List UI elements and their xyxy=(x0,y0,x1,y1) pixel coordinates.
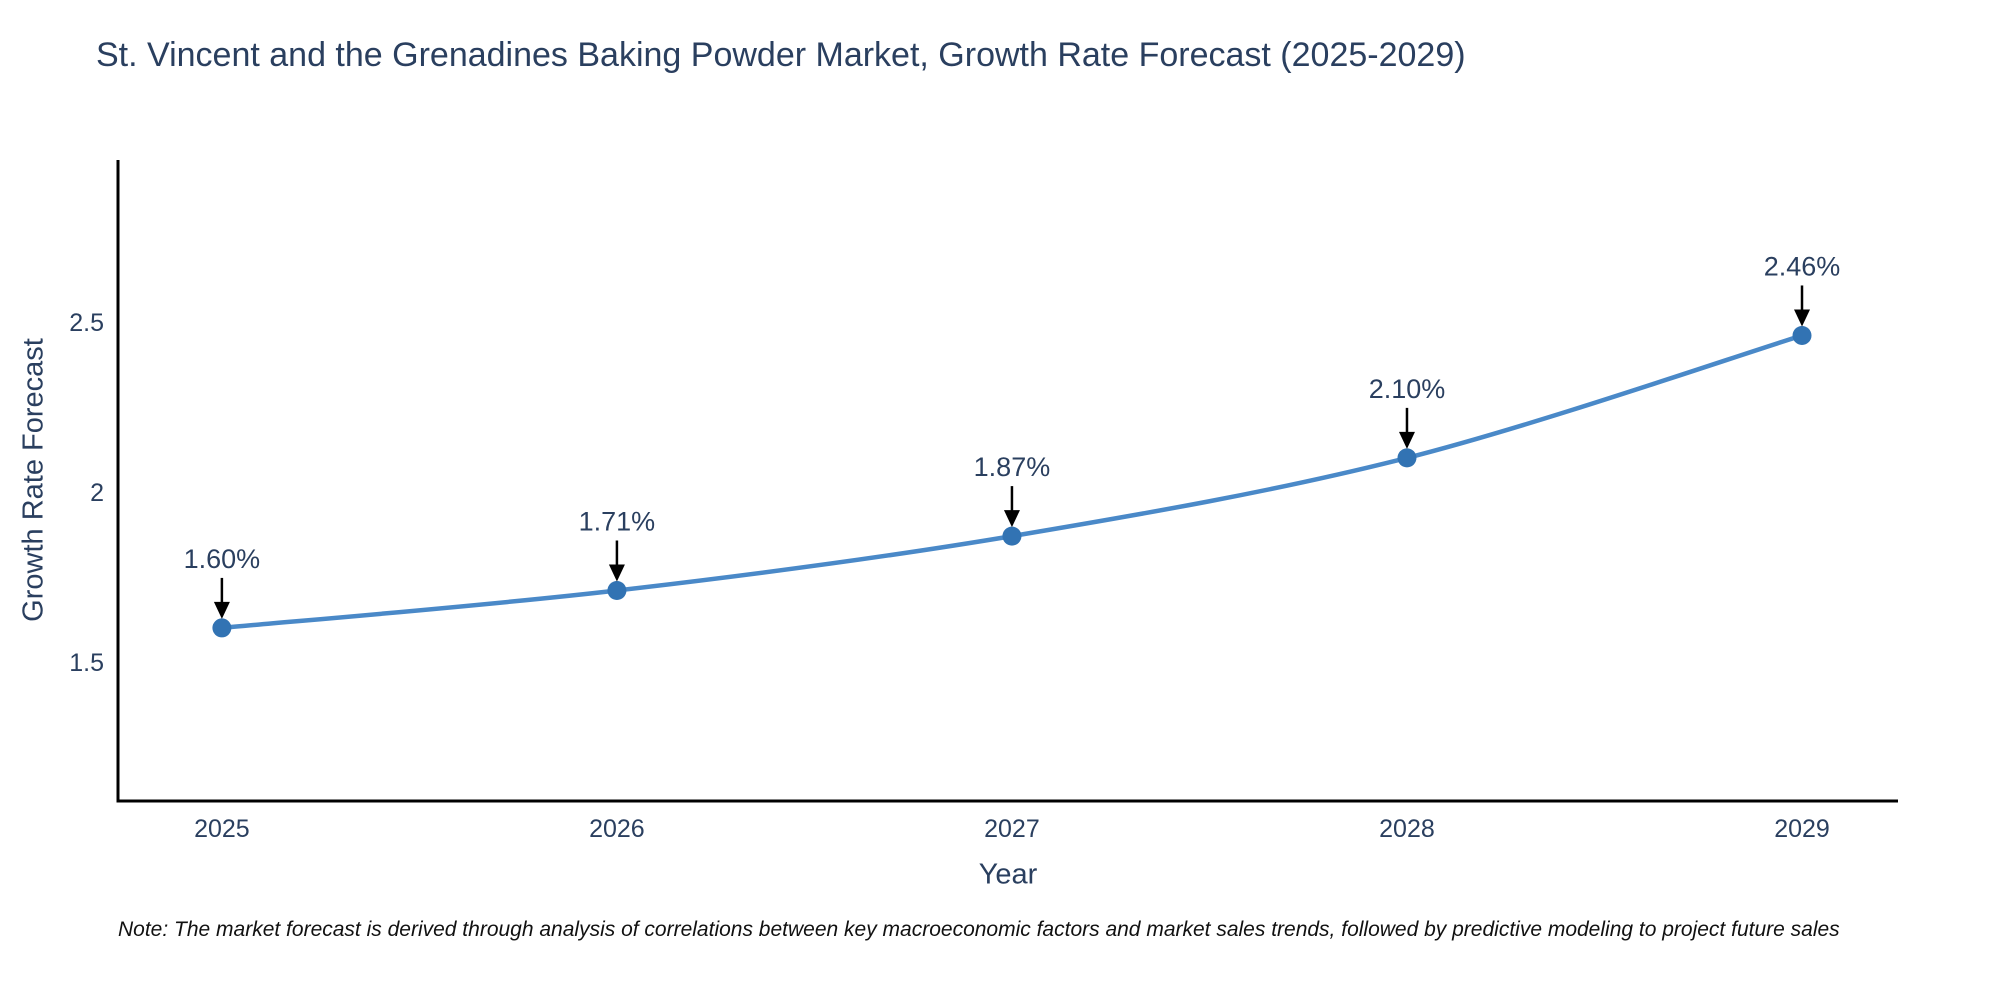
y-tick-label: 2.5 xyxy=(69,309,104,337)
annotation-arrowhead xyxy=(608,564,625,582)
x-tick-label: 2025 xyxy=(194,815,250,843)
annotation-arrowhead xyxy=(213,601,230,619)
x-axis-title: Year xyxy=(978,858,1038,891)
data-point-marker xyxy=(1792,325,1812,345)
annotation-label: 2.46% xyxy=(1764,251,1841,281)
annotation-label: 1.71% xyxy=(579,507,656,537)
y-tick-label: 1.5 xyxy=(69,649,104,677)
data-point-marker xyxy=(212,618,232,638)
annotation-arrowhead xyxy=(1398,431,1415,449)
data-point-marker xyxy=(1002,526,1022,546)
x-tick-label: 2027 xyxy=(984,815,1040,843)
annotation-label: 1.87% xyxy=(974,452,1051,482)
footnote: Note: The market forecast is derived thr… xyxy=(118,918,1840,941)
y-tick-label: 2 xyxy=(90,479,104,507)
annotation-arrowhead xyxy=(1003,510,1020,528)
annotation-arrowhead xyxy=(1794,309,1811,327)
x-tick-label: 2029 xyxy=(1774,815,1830,843)
x-tick-label: 2026 xyxy=(589,815,645,843)
data-point-marker xyxy=(607,581,627,601)
annotation-label: 2.10% xyxy=(1369,374,1446,404)
annotation-label: 1.60% xyxy=(184,544,261,574)
chart-title: St. Vincent and the Grenadines Baking Po… xyxy=(96,36,1466,74)
x-tick-label: 2028 xyxy=(1379,815,1435,843)
data-point-marker xyxy=(1397,448,1417,468)
